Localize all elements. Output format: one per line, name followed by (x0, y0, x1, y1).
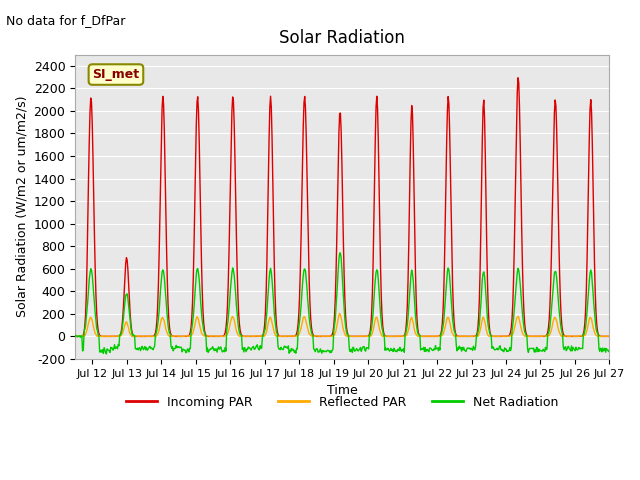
X-axis label: Time: Time (327, 384, 358, 397)
Legend: Incoming PAR, Reflected PAR, Net Radiation: Incoming PAR, Reflected PAR, Net Radiati… (121, 391, 563, 414)
Text: No data for f_DfPar: No data for f_DfPar (6, 14, 126, 27)
Title: Solar Radiation: Solar Radiation (279, 29, 405, 48)
Text: SI_met: SI_met (92, 68, 140, 81)
Y-axis label: Solar Radiation (W/m2 or um/m2/s): Solar Radiation (W/m2 or um/m2/s) (15, 96, 28, 317)
